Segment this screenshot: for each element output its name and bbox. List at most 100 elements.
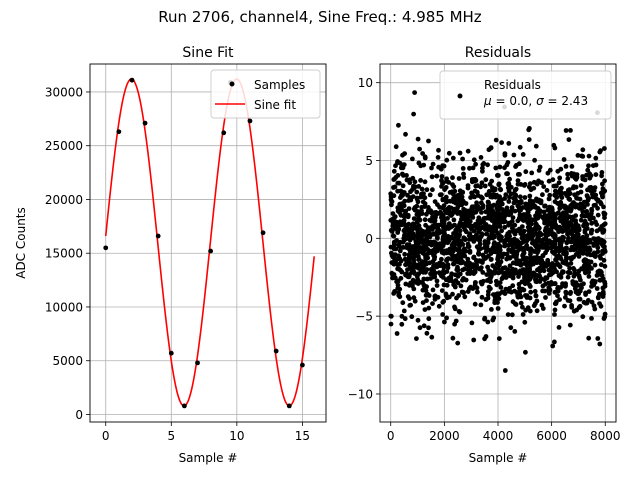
residual-point (524, 295, 530, 300)
residual-point (553, 301, 559, 306)
residual-point (404, 245, 409, 250)
residual-point (534, 237, 540, 243)
residual-point (567, 265, 572, 271)
residual-point (583, 226, 589, 232)
residual-point (586, 289, 592, 294)
residual-point (478, 155, 484, 160)
residual-point (407, 177, 413, 183)
residual-point (394, 279, 399, 285)
residual-point (432, 296, 438, 302)
residual-point (414, 336, 419, 341)
residual-point (547, 192, 553, 198)
residual-point (589, 316, 594, 321)
residual-point (600, 243, 606, 249)
residual-point (470, 209, 475, 214)
residual-point (406, 252, 412, 258)
residual-point (546, 285, 552, 291)
residual-point (517, 144, 523, 150)
residual-point (528, 289, 534, 295)
residual-point (594, 286, 600, 291)
residual-point (403, 271, 408, 277)
residual-point (541, 263, 546, 269)
residual-point (460, 156, 465, 162)
residual-point (533, 143, 539, 149)
residual-point (401, 162, 407, 168)
residual-point (602, 263, 608, 269)
sample-point (116, 129, 122, 135)
residual-point (568, 261, 574, 266)
residual-point (513, 164, 518, 170)
residual-point (471, 157, 477, 163)
residual-point (497, 244, 503, 250)
residual-point (502, 242, 508, 248)
residual-point (427, 192, 433, 198)
residual-point (457, 209, 462, 215)
residual-point (529, 170, 535, 176)
residual-point (408, 189, 413, 195)
residual-point (391, 193, 397, 199)
residual-point (552, 307, 558, 313)
residual-point (576, 296, 582, 302)
residual-point (409, 234, 414, 239)
residual-point (505, 160, 511, 165)
residual-point (450, 182, 455, 188)
residual-point (423, 269, 428, 275)
residual-point (470, 223, 476, 229)
residual-point (455, 195, 461, 201)
residual-point (530, 248, 536, 254)
residual-point (595, 336, 601, 341)
residual-point (436, 147, 441, 153)
residual-point (575, 250, 581, 256)
residual-point (430, 214, 435, 220)
residual-point (452, 222, 457, 228)
residual-point (534, 308, 540, 314)
residual-point (555, 211, 561, 216)
residual-point (395, 266, 400, 272)
residual-point (440, 205, 445, 211)
residual-point (440, 299, 446, 305)
residual-point (533, 223, 539, 229)
residual-point (460, 166, 466, 171)
residual-point (470, 286, 476, 291)
residual-point (533, 293, 539, 299)
residual-point (567, 322, 573, 328)
residual-point (490, 227, 496, 233)
residual-point (599, 170, 605, 175)
residual-point (576, 305, 582, 310)
residual-point (531, 185, 537, 191)
residual-point (535, 215, 541, 221)
residual-point (516, 258, 522, 264)
residual-point (483, 297, 489, 302)
residual-point (473, 161, 478, 167)
residual-point (600, 181, 605, 187)
residual-point (438, 211, 444, 217)
x-tick-label: 2000 (429, 429, 460, 443)
residual-point (411, 286, 417, 292)
residual-point (511, 252, 517, 258)
residual-point (568, 289, 573, 295)
residual-point (477, 241, 483, 247)
residual-point (508, 325, 514, 331)
residual-point (527, 277, 532, 282)
residual-point (450, 189, 456, 195)
residual-point (526, 137, 532, 143)
residual-point (391, 272, 397, 277)
residual-point (525, 206, 530, 212)
residual-point (593, 202, 598, 208)
residual-point (550, 262, 555, 267)
residual-point (510, 283, 516, 289)
residual-point (481, 253, 486, 259)
residual-point (518, 300, 524, 306)
residual-point (392, 214, 398, 220)
residual-point (423, 259, 428, 264)
residual-point (580, 235, 586, 241)
sample-point (273, 348, 279, 354)
residual-point (518, 294, 524, 300)
residuals-panel: Residuals 0 2000 4000 6000 8000 −10 −5 0 5 10 Sa… (348, 45, 621, 465)
residual-point (400, 300, 406, 306)
residual-point (533, 243, 539, 249)
residual-point (508, 255, 513, 260)
residual-point (495, 306, 501, 311)
residual-point (450, 291, 455, 297)
residual-point (601, 239, 607, 245)
